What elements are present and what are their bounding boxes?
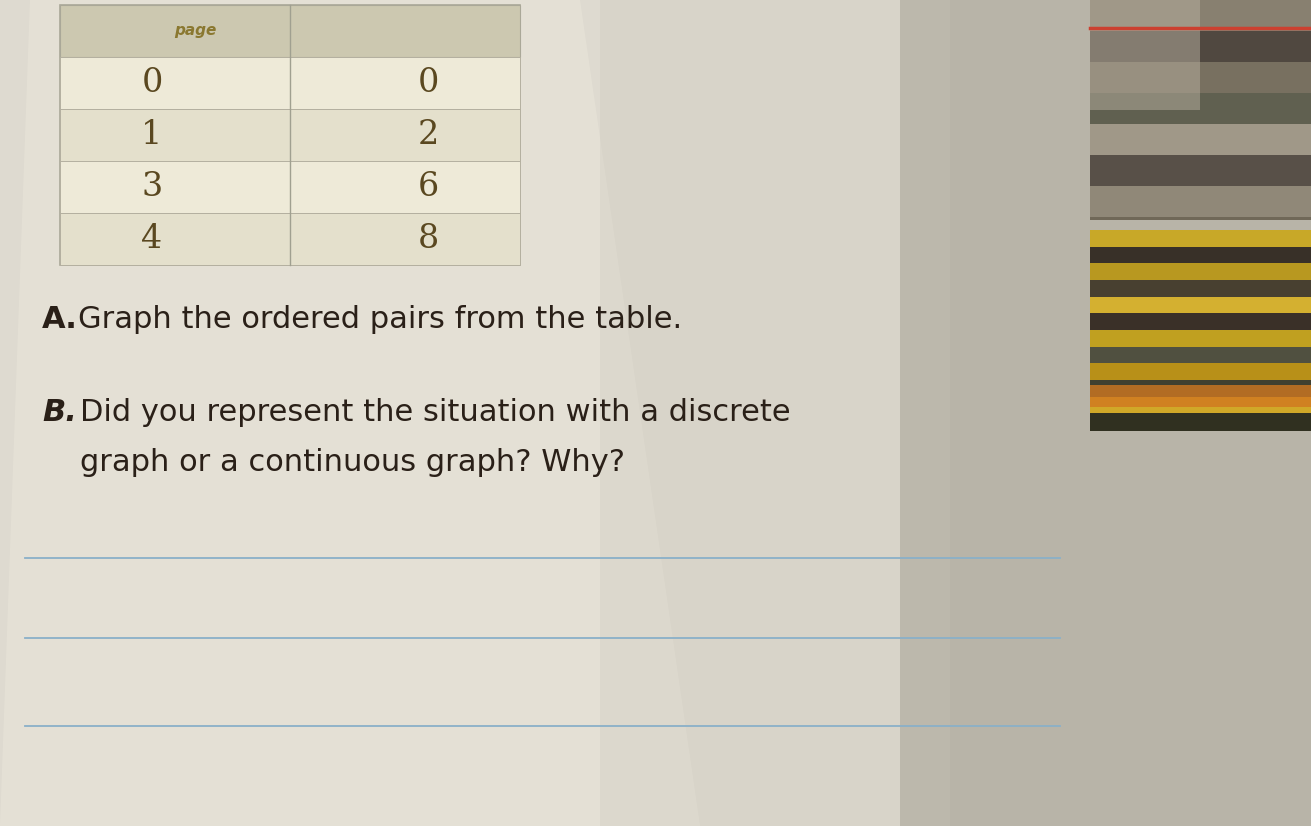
Text: B.: B.	[42, 398, 77, 427]
Bar	[1089, 155, 1311, 186]
Bar	[1089, 363, 1311, 381]
Text: 6: 6	[417, 171, 439, 203]
Bar	[1089, 396, 1311, 415]
Bar	[1089, 0, 1311, 220]
Bar	[1089, 93, 1311, 124]
Bar	[1089, 385, 1311, 407]
Bar	[1089, 247, 1311, 264]
Bar	[60, 109, 520, 161]
Text: graph or a continuous graph? Why?: graph or a continuous graph? Why?	[80, 448, 625, 477]
Bar	[1089, 186, 1311, 217]
Text: 0: 0	[142, 67, 163, 99]
Bar	[1089, 124, 1311, 155]
Bar	[1089, 380, 1311, 397]
Bar	[60, 5, 520, 265]
Bar	[1089, 0, 1311, 31]
Bar	[1089, 313, 1311, 331]
Text: 8: 8	[417, 223, 439, 255]
Bar	[1089, 347, 1311, 364]
Bar	[60, 57, 520, 109]
Bar	[600, 0, 950, 826]
Text: page: page	[174, 23, 216, 39]
Bar	[1089, 0, 1200, 110]
Bar	[60, 5, 520, 57]
Bar	[899, 0, 1311, 826]
Bar	[1089, 31, 1311, 62]
Bar	[1089, 230, 1311, 430]
Text: Graph the ordered pairs from the table.: Graph the ordered pairs from the table.	[77, 305, 682, 334]
Bar	[60, 161, 520, 213]
Bar	[60, 213, 520, 265]
Text: 4: 4	[142, 223, 163, 255]
Text: A.: A.	[42, 305, 77, 334]
Bar	[1089, 263, 1311, 281]
Bar	[1089, 230, 1311, 248]
Bar	[1089, 297, 1311, 315]
Bar	[1089, 62, 1311, 93]
Text: 0: 0	[417, 67, 439, 99]
Bar	[1089, 280, 1311, 297]
Text: Did you represent the situation with a discrete: Did you represent the situation with a d…	[80, 398, 791, 427]
Text: 3: 3	[142, 171, 163, 203]
Text: 2: 2	[417, 119, 439, 151]
Polygon shape	[0, 0, 700, 826]
Bar	[1089, 413, 1311, 431]
Text: 1: 1	[142, 119, 163, 151]
Bar	[1089, 330, 1311, 348]
Bar	[0, 0, 899, 826]
